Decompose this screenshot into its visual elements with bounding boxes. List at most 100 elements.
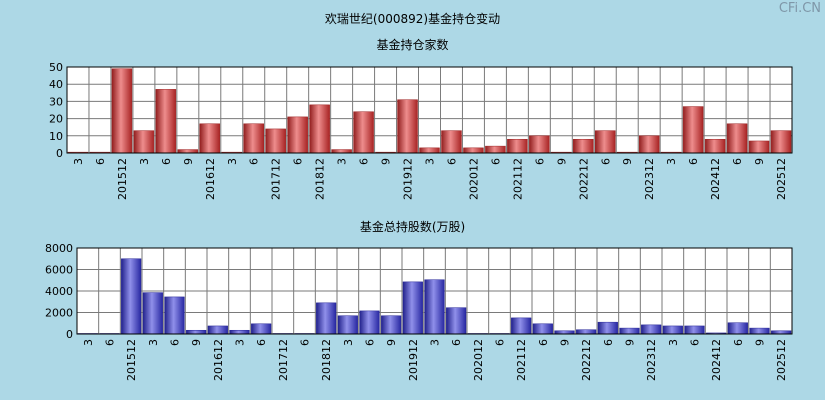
bar-9 — [619, 327, 640, 335]
x-tick-label: 6 — [169, 339, 182, 346]
bar-6 — [446, 307, 467, 335]
bar-202112 — [507, 138, 528, 154]
bar-6 — [359, 310, 380, 335]
y-tick-label: 8000 — [45, 242, 73, 255]
x-tick-label: 6 — [445, 158, 458, 165]
bar-9 — [748, 140, 770, 154]
bar-202412 — [704, 138, 726, 154]
x-tick-label: 6 — [599, 158, 612, 165]
x-tick-label: 3 — [226, 158, 239, 165]
x-tick-label: 201512 — [116, 158, 129, 200]
x-tick-label: 9 — [559, 339, 572, 346]
y-tick-label: 6000 — [45, 264, 73, 277]
x-tick-label: 3 — [138, 158, 151, 165]
bar-201612 — [207, 325, 228, 335]
x-tick-label: 6 — [358, 158, 371, 165]
bar-6 — [726, 123, 748, 154]
x-tick-label: 201512 — [125, 339, 138, 381]
y-tick-label: 40 — [49, 78, 63, 91]
x-tick-label: 6 — [489, 158, 502, 165]
bar-201712 — [265, 128, 286, 154]
x-tick-label: 9 — [621, 158, 634, 165]
bar-6 — [529, 135, 550, 154]
x-tick-label: 202212 — [580, 339, 593, 381]
bar-6 — [251, 323, 272, 335]
y-tick-label: 20 — [49, 113, 63, 126]
y-tick-label: 30 — [49, 95, 63, 108]
bar-6 — [155, 89, 177, 154]
bar-3 — [331, 149, 352, 154]
bar-9 — [186, 329, 207, 335]
x-tick-label: 201912 — [402, 158, 415, 200]
bar-202512 — [770, 130, 792, 154]
bar-202212 — [573, 138, 594, 154]
x-tick-label: 6 — [94, 158, 107, 165]
x-tick-label: 201812 — [314, 158, 327, 200]
x-tick-label: 6 — [732, 339, 745, 346]
x-tick-label: 6 — [160, 158, 173, 165]
x-tick-label: 9 — [754, 339, 767, 346]
y-tick-label: 50 — [49, 61, 63, 74]
x-tick-label: 202112 — [511, 158, 524, 200]
bar-6 — [353, 111, 374, 154]
y-tick-label: 0 — [56, 147, 63, 160]
x-tick-label: 6 — [248, 158, 261, 165]
x-tick-label: 201712 — [270, 158, 283, 200]
x-tick-label: 9 — [190, 339, 203, 346]
bar-3 — [419, 147, 440, 154]
x-tick-label: 202112 — [515, 339, 528, 381]
bar-6 — [597, 321, 618, 335]
x-tick-label: 3 — [424, 158, 437, 165]
x-tick-label: 202212 — [577, 158, 590, 200]
y-tick-label: 0 — [66, 328, 73, 341]
x-tick-label: 9 — [182, 158, 195, 165]
x-tick-label: 6 — [494, 339, 507, 346]
bar-9 — [749, 327, 770, 335]
x-tick-label: 6 — [450, 339, 463, 346]
x-tick-label: 202312 — [643, 158, 656, 200]
bar-3 — [662, 325, 683, 335]
bar-6 — [532, 323, 553, 335]
x-tick-label: 3 — [429, 339, 442, 346]
bar-3 — [142, 292, 163, 335]
plot-frame-2 — [76, 247, 793, 335]
bar-201512 — [121, 258, 142, 335]
bar-201812 — [309, 104, 330, 154]
bar-201912 — [402, 281, 423, 335]
bar-9 — [381, 315, 402, 335]
plot-frame-1 — [66, 66, 793, 154]
x-tick-label: 201612 — [204, 158, 217, 200]
x-tick-label: 6 — [689, 339, 702, 346]
x-tick-label: 6 — [104, 339, 117, 346]
x-tick-label: 6 — [731, 158, 744, 165]
x-tick-label: 202412 — [710, 339, 723, 381]
bar-6 — [682, 106, 704, 154]
bar-6 — [684, 325, 705, 335]
bar-6 — [243, 123, 264, 154]
x-tick-label: 3 — [667, 339, 680, 346]
chart-2-title: 基金总持股数(万股) — [359, 220, 466, 234]
bar-6 — [485, 145, 506, 154]
bar-6 — [595, 130, 616, 154]
bar-201812 — [316, 302, 337, 335]
bar-3 — [424, 279, 445, 335]
x-tick-label: 9 — [753, 158, 766, 165]
x-tick-label: 201912 — [407, 339, 420, 381]
x-tick-label: 3 — [336, 158, 349, 165]
x-tick-label: 3 — [665, 158, 678, 165]
bar-3 — [229, 329, 250, 335]
page-title: 欢瑞世纪(000892)基金持仓变动 — [324, 12, 501, 26]
bar-202112 — [511, 317, 532, 335]
bar-201912 — [397, 99, 418, 154]
x-tick-label: 202012 — [467, 158, 480, 200]
bar-9 — [177, 149, 199, 154]
x-tick-label: 9 — [555, 158, 568, 165]
bar-202212 — [576, 329, 597, 335]
bar-201512 — [111, 68, 133, 154]
watermark: CFi.CN — [778, 1, 821, 16]
bar-6 — [727, 322, 748, 335]
x-tick-label: 6 — [533, 158, 546, 165]
x-tick-label: 3 — [147, 339, 160, 346]
x-tick-label: 202012 — [472, 339, 485, 381]
